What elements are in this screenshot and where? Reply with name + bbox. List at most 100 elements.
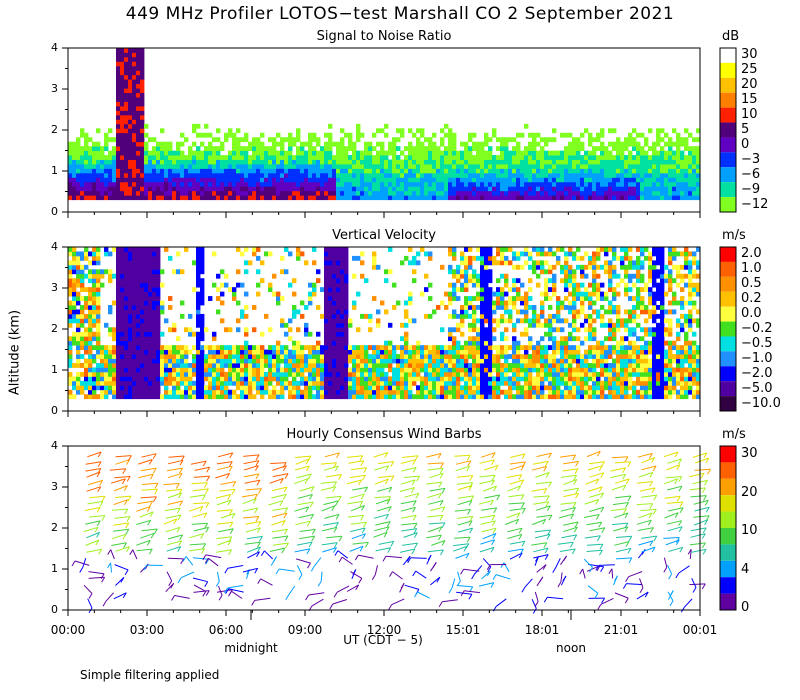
snr-cell: [568, 159, 573, 165]
snr-cell: [384, 168, 389, 174]
snr-cell: [372, 172, 377, 178]
vv-cell: [576, 354, 581, 359]
vv-cell: [248, 358, 253, 364]
snr-cell: [612, 195, 617, 201]
vv-cell: [368, 380, 373, 386]
vv-cell: [524, 367, 529, 373]
vv-cell: [520, 354, 525, 359]
snr-cell: [216, 137, 221, 143]
vv-cell: [588, 389, 593, 395]
snr-cell: [312, 137, 317, 143]
vv-cell: [220, 389, 225, 395]
vv-cell: [524, 358, 529, 364]
snr-cell: [412, 146, 417, 152]
vv-cell: [524, 376, 529, 382]
vv-cell: [132, 358, 137, 364]
snr-cell: [252, 159, 257, 165]
vv-cell: [440, 264, 445, 270]
vv-cell: [472, 318, 477, 324]
snr-cell: [112, 164, 117, 169]
vv-cell: [516, 367, 521, 373]
snr-cell: [120, 97, 125, 102]
vv-cell: [404, 358, 409, 364]
vv-cell: [184, 385, 189, 391]
vv-cell: [456, 327, 461, 333]
vv-cell: [468, 345, 473, 351]
snr-cell: [568, 155, 573, 160]
vv-cell: [276, 380, 281, 386]
vv-cell: [140, 287, 145, 293]
snr-cell: [496, 164, 501, 169]
vv-cell: [448, 389, 453, 395]
snr-cell: [244, 190, 249, 196]
vv-cell: [560, 327, 565, 333]
snr-cell: [120, 195, 125, 201]
vv-cell: [312, 363, 317, 368]
snr-cell: [160, 177, 165, 183]
vv-cell: [512, 367, 517, 373]
snr-cell: [124, 128, 129, 134]
vv-cell: [124, 340, 129, 346]
vv-cell: [200, 251, 205, 257]
snr-cell: [136, 70, 141, 76]
vv-cell: [588, 349, 593, 355]
vv-cell: [352, 273, 357, 279]
vv-cell: [296, 354, 301, 359]
vv-cell: [540, 376, 545, 382]
vv-cell: [148, 318, 153, 324]
vv-cell: [512, 349, 517, 355]
snr-cell: [460, 177, 465, 183]
snr-cell: [428, 172, 433, 178]
snr-cell: [236, 137, 241, 143]
vv-cell: [368, 385, 373, 391]
snr-cell: [128, 190, 133, 196]
snr-cell: [456, 168, 461, 174]
vv-cell: [96, 371, 101, 377]
vv-cell: [336, 309, 341, 315]
snr-cell: [268, 150, 273, 156]
vv-cell: [120, 260, 125, 266]
snr-cell: [144, 141, 149, 147]
vv-cell: [376, 385, 381, 391]
vv-cell: [176, 376, 181, 382]
vv-cell: [316, 340, 321, 346]
snr-cell: [444, 164, 449, 169]
vv-cell: [120, 394, 125, 400]
vv-cell: [528, 376, 533, 382]
vv-cell: [428, 358, 433, 364]
vv-cell: [568, 269, 573, 275]
vv-cell: [488, 367, 493, 373]
snr-cell: [664, 172, 669, 178]
vv-cell: [360, 394, 365, 400]
snr-cell: [696, 186, 701, 192]
vv-cell: [232, 363, 237, 368]
vv-cell: [408, 363, 413, 368]
vv-cell: [88, 291, 93, 297]
vv-cell: [500, 318, 505, 324]
snr-cell: [688, 195, 693, 201]
snr-cell: [192, 177, 197, 183]
vv-cell: [128, 363, 133, 368]
vv-cell: [180, 313, 185, 319]
vv-cell: [72, 300, 77, 306]
vv-cell: [292, 367, 297, 373]
snr-cell: [140, 119, 145, 125]
vv-cell: [488, 260, 493, 266]
vv-cell: [588, 345, 593, 351]
vv-cell: [220, 363, 225, 368]
snr-cell: [124, 88, 129, 94]
vv-cell: [152, 354, 157, 359]
vv-cell: [180, 349, 185, 355]
vv-cell: [196, 300, 201, 306]
vv-cell: [548, 354, 553, 359]
vv-cell: [200, 394, 205, 400]
snr-cell: [684, 190, 689, 196]
vv-cell: [152, 313, 157, 319]
snr-cell: [264, 195, 269, 201]
snr-cell: [132, 74, 137, 80]
vv-cell: [136, 336, 141, 342]
vv-cell: [328, 300, 333, 306]
vv-cell: [552, 273, 557, 279]
vv-cell: [372, 345, 377, 351]
vv-cell: [588, 376, 593, 382]
